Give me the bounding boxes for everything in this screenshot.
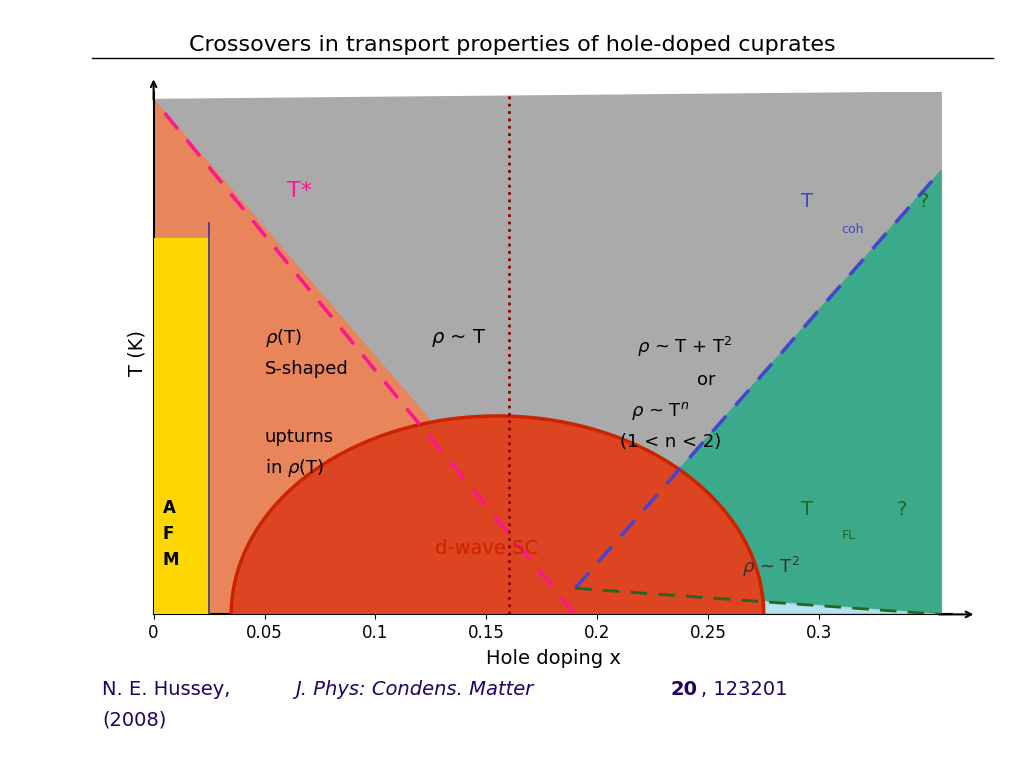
Text: coh: coh xyxy=(842,223,864,237)
Text: d-wave SC: d-wave SC xyxy=(435,539,539,558)
Text: N. E. Hussey,: N. E. Hussey, xyxy=(102,680,244,699)
Polygon shape xyxy=(154,238,209,614)
Text: T: T xyxy=(802,192,813,211)
Text: FL: FL xyxy=(842,528,855,541)
Polygon shape xyxy=(154,92,941,588)
Text: (1 < n < 2): (1 < n < 2) xyxy=(620,433,721,452)
Text: A: A xyxy=(163,498,175,517)
Text: T: T xyxy=(802,500,813,519)
Text: J. Phys: Condens. Matter: J. Phys: Condens. Matter xyxy=(295,680,540,699)
Polygon shape xyxy=(575,170,941,614)
Text: $\rho$ ~ T$^n$: $\rho$ ~ T$^n$ xyxy=(631,400,689,422)
Text: F: F xyxy=(163,525,174,543)
Text: or: or xyxy=(697,371,716,389)
Text: , 123201: , 123201 xyxy=(701,680,787,699)
Text: Crossovers in transport properties of hole-doped cuprates: Crossovers in transport properties of ho… xyxy=(188,35,836,55)
Text: $\rho$ ~ T: $\rho$ ~ T xyxy=(431,327,486,349)
Text: $\rho$ ~ T$^2$: $\rho$ ~ T$^2$ xyxy=(741,554,800,578)
Polygon shape xyxy=(575,588,941,614)
Text: ?: ? xyxy=(920,192,930,211)
Text: $\rho$ ~ T + T$^2$: $\rho$ ~ T + T$^2$ xyxy=(637,335,732,359)
Y-axis label: T (K): T (K) xyxy=(128,330,146,376)
Text: S-shaped: S-shaped xyxy=(264,360,348,378)
Text: (2008): (2008) xyxy=(102,710,167,730)
Text: 20: 20 xyxy=(671,680,697,699)
Text: M: M xyxy=(163,551,179,569)
Text: upturns: upturns xyxy=(264,428,334,446)
X-axis label: Hole doping x: Hole doping x xyxy=(485,649,621,668)
Text: $\rho$(T): $\rho$(T) xyxy=(264,327,301,349)
Text: ?: ? xyxy=(897,500,907,519)
Text: in $\rho$(T): in $\rho$(T) xyxy=(264,458,324,479)
Polygon shape xyxy=(231,416,764,614)
Polygon shape xyxy=(154,100,575,614)
Text: T*: T* xyxy=(287,180,311,200)
